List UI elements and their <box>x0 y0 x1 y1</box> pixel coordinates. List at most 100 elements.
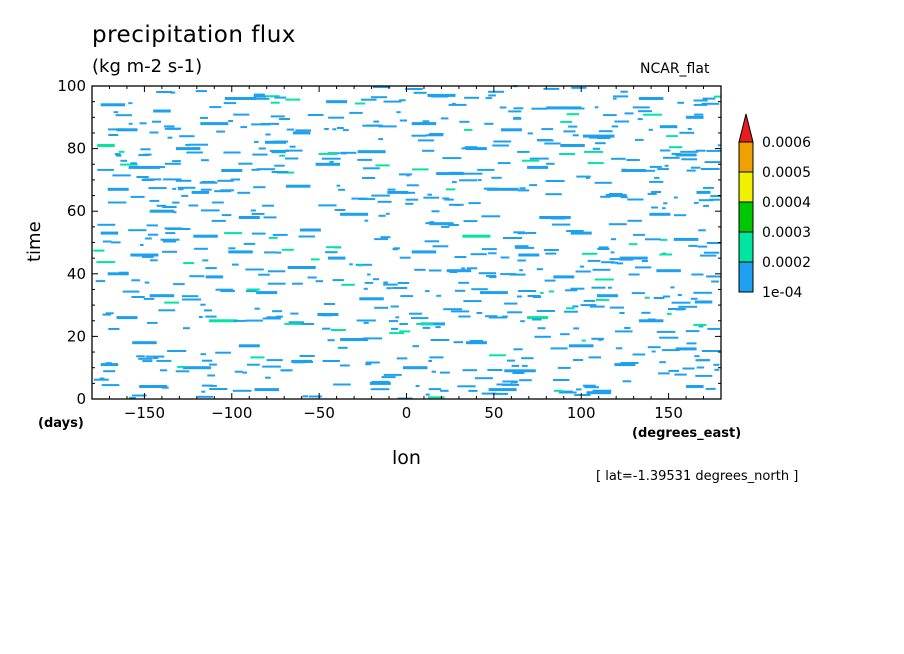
precip-streak <box>321 157 341 160</box>
precip-patch <box>116 128 138 132</box>
precip-streak <box>371 380 390 383</box>
precip-streak <box>331 329 346 331</box>
precip-streak <box>209 363 217 366</box>
precip-streak <box>442 157 462 160</box>
precip-patch <box>292 131 311 135</box>
precip-streak <box>691 166 701 169</box>
precip-streak <box>582 384 596 387</box>
precip-streak <box>365 363 372 366</box>
precip-streak <box>139 244 144 246</box>
precip-streak <box>477 168 495 171</box>
precip-streak <box>246 288 260 291</box>
precip-streak <box>691 273 704 276</box>
precip-streak <box>215 351 231 354</box>
precip-streak <box>405 202 414 205</box>
precip-streak <box>122 290 140 293</box>
precip-streak <box>651 191 662 193</box>
precip-streak <box>575 270 591 273</box>
precip-streak <box>609 258 621 261</box>
precip-streak <box>632 106 650 109</box>
precip-streak <box>701 102 720 105</box>
precip-streak <box>164 227 183 230</box>
precip-streak <box>253 186 266 189</box>
precip-streak <box>237 191 251 194</box>
precip-streak <box>156 204 167 207</box>
precip-streak <box>250 356 265 359</box>
precip-streak <box>489 354 506 357</box>
precip-streak <box>371 194 390 197</box>
precip-streak <box>552 223 571 226</box>
precip-streak <box>232 263 239 266</box>
precip-streak <box>392 287 408 289</box>
precip-streak <box>374 238 389 241</box>
precip-streak <box>148 187 167 190</box>
precip-patch <box>638 319 664 323</box>
precip-streak <box>245 268 264 271</box>
precip-streak <box>663 156 680 159</box>
precip-streak <box>272 316 278 319</box>
precip-streak <box>613 95 629 98</box>
precip-streak <box>302 395 309 398</box>
precip-streak <box>614 120 630 123</box>
precip-streak <box>573 327 580 330</box>
precip-streak <box>307 276 317 279</box>
precip-streak <box>536 268 543 271</box>
precip-streak <box>658 372 670 375</box>
precip-streak <box>529 157 549 160</box>
precip-streak <box>209 106 222 109</box>
precip-streak <box>696 366 705 369</box>
precip-streak <box>431 370 436 373</box>
precip-streak <box>95 280 106 283</box>
precip-streak <box>240 126 248 129</box>
precip-streak <box>201 181 216 183</box>
precip-streak <box>197 395 213 398</box>
precip-streak <box>693 291 712 294</box>
precip-streak <box>615 330 633 333</box>
precip-streak <box>564 310 578 313</box>
precip-patch <box>621 169 646 172</box>
precip-streak <box>595 298 610 301</box>
precip-patch <box>221 169 243 172</box>
precip-streak <box>147 321 158 324</box>
precip-streak <box>709 198 720 201</box>
precip-streak <box>514 245 529 248</box>
precip-streak <box>559 153 575 155</box>
precip-streak <box>582 252 598 255</box>
precip-streak <box>430 339 450 341</box>
precip-streak <box>232 389 252 392</box>
precip-patch <box>686 385 704 388</box>
precip-streak <box>211 219 226 222</box>
precip-streak <box>673 214 687 217</box>
precip-streak <box>519 269 523 272</box>
precip-streak <box>566 113 579 116</box>
precip-streak <box>670 286 675 289</box>
precip-streak <box>337 127 344 129</box>
precip-streak <box>428 360 432 362</box>
precip-streak <box>147 233 159 236</box>
precip-streak <box>481 248 497 251</box>
precip-streak <box>399 99 406 102</box>
precip-streak <box>517 259 526 262</box>
precip-streak <box>706 275 721 278</box>
precip-streak <box>185 143 191 146</box>
precip-streak <box>613 97 617 100</box>
precip-streak <box>680 150 699 153</box>
precip-streak <box>383 283 398 286</box>
precip-patch <box>560 144 585 147</box>
precip-streak <box>263 216 277 219</box>
precip-streak <box>540 291 544 294</box>
precip-streak <box>463 220 478 223</box>
precip-streak <box>427 396 445 399</box>
precip-streak <box>164 301 180 304</box>
colorbar-box <box>738 261 754 293</box>
precip-streak <box>399 330 410 333</box>
y-tick-label: 20 <box>67 327 86 345</box>
precip-streak <box>322 360 340 362</box>
precip-streak <box>258 147 266 150</box>
precip-streak <box>364 281 374 284</box>
precip-streak <box>118 271 129 274</box>
precip-streak <box>422 120 430 123</box>
precip-streak <box>436 294 442 297</box>
x-axis-units: (degrees_east) <box>632 426 742 441</box>
precip-streak <box>324 128 329 130</box>
